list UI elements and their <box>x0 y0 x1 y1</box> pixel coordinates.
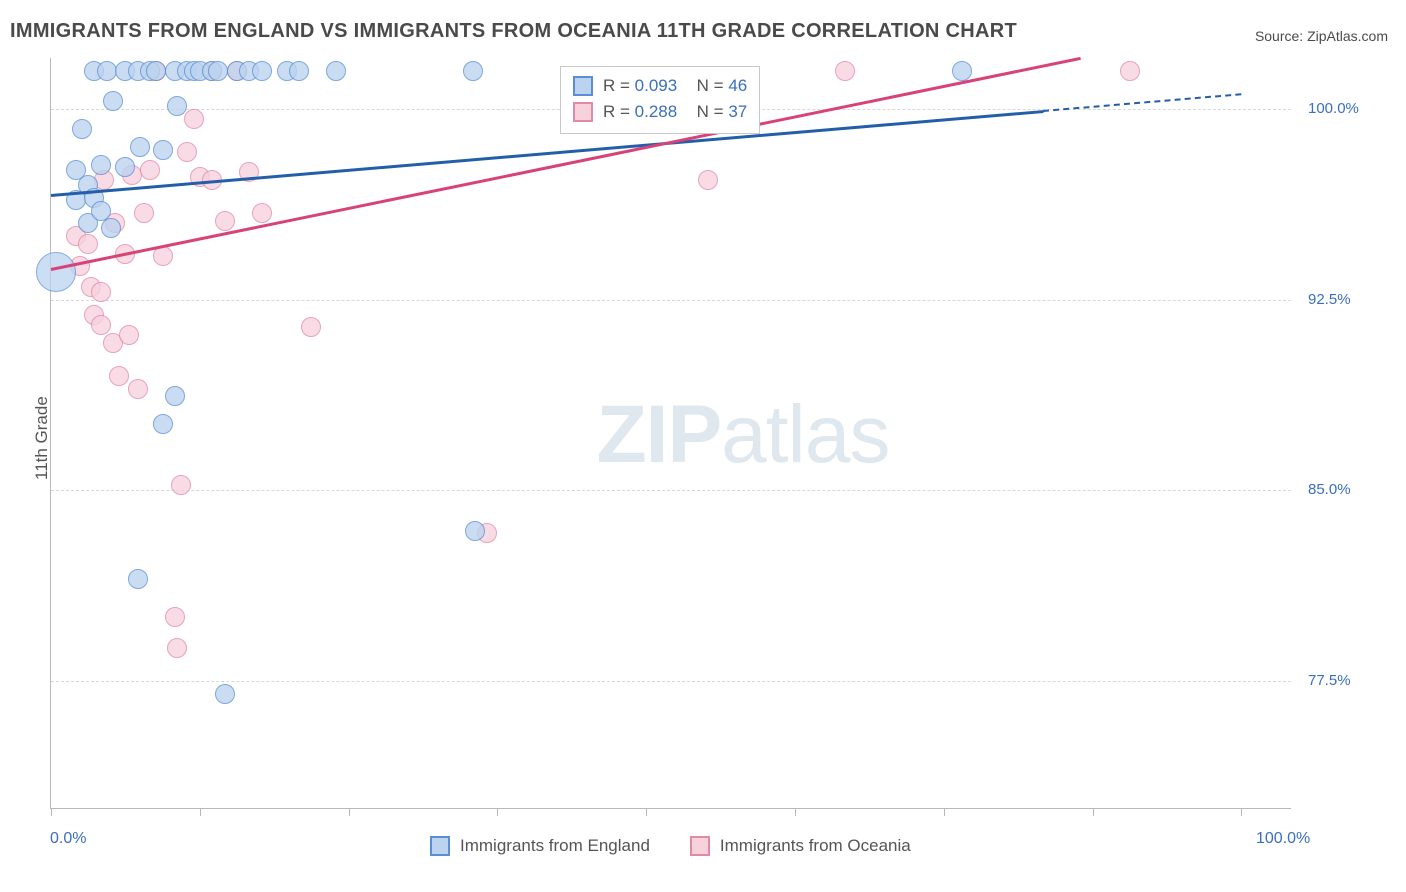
x-tick <box>1241 808 1242 816</box>
y-axis-label: 11th Grade <box>32 396 52 480</box>
series-legend-item: Immigrants from Oceania <box>690 833 911 859</box>
data-point <box>109 366 129 386</box>
legend-row: R = 0.288 N = 37 <box>573 99 747 125</box>
data-point <box>952 61 972 81</box>
series-legend: Immigrants from England Immigrants from O… <box>430 833 911 859</box>
source-label: Source: ZipAtlas.com <box>1255 28 1388 44</box>
x-tick <box>349 808 350 816</box>
legend-swatch <box>690 836 710 856</box>
gridline-label: 77.5% <box>1308 672 1351 689</box>
data-point <box>140 160 160 180</box>
gridline-label: 100.0% <box>1308 100 1359 117</box>
data-point <box>252 203 272 223</box>
legend-swatch <box>430 836 450 856</box>
x-tick <box>497 808 498 816</box>
data-point <box>78 234 98 254</box>
legend-swatch <box>573 102 593 122</box>
data-point <box>167 638 187 658</box>
legend-swatch <box>573 76 593 96</box>
data-point <box>208 61 228 81</box>
x-tick <box>1093 808 1094 816</box>
x-tick <box>646 808 647 816</box>
data-point <box>835 61 855 81</box>
chart-title: IMMIGRANTS FROM ENGLAND VS IMMIGRANTS FR… <box>10 20 1017 43</box>
data-point <box>153 414 173 434</box>
data-point <box>130 137 150 157</box>
data-point <box>134 203 154 223</box>
series-name: Immigrants from Oceania <box>720 833 911 859</box>
x-axis-min-label: 0.0% <box>50 830 86 848</box>
correlation-legend: R = 0.093 N = 46 R = 0.288 N = 37 <box>560 66 760 134</box>
data-point <box>289 61 309 81</box>
data-point <box>215 211 235 231</box>
legend-R-label: R = 0.288 <box>603 99 677 125</box>
legend-N-label: N = 46 <box>687 73 747 99</box>
gridline <box>51 490 1291 491</box>
gridline <box>51 300 1291 301</box>
data-point <box>165 607 185 627</box>
x-axis-max-label: 100.0% <box>1256 830 1310 848</box>
x-tick <box>51 808 52 816</box>
data-point <box>97 61 117 81</box>
plot-area: ZIPatlas <box>50 58 1291 809</box>
data-point <box>91 315 111 335</box>
legend-R-label: R = 0.093 <box>603 73 677 99</box>
data-point <box>326 61 346 81</box>
data-point <box>146 61 166 81</box>
data-point <box>698 170 718 190</box>
legend-row: R = 0.093 N = 46 <box>573 73 747 99</box>
data-point-large <box>36 252 76 292</box>
data-point <box>171 475 191 495</box>
data-point <box>128 569 148 589</box>
data-point <box>215 684 235 704</box>
gridline-label: 85.0% <box>1308 481 1351 498</box>
data-point <box>252 61 272 81</box>
data-point <box>465 521 485 541</box>
x-tick <box>944 808 945 816</box>
data-point <box>72 119 92 139</box>
data-point <box>101 218 121 238</box>
series-legend-item: Immigrants from England <box>430 833 650 859</box>
data-point <box>91 155 111 175</box>
gridline-label: 92.5% <box>1308 291 1351 308</box>
data-point <box>463 61 483 81</box>
data-point <box>184 109 204 129</box>
data-point <box>153 140 173 160</box>
x-tick <box>795 808 796 816</box>
chart-container: IMMIGRANTS FROM ENGLAND VS IMMIGRANTS FR… <box>0 0 1406 892</box>
data-point <box>119 325 139 345</box>
data-point <box>91 282 111 302</box>
data-point <box>301 317 321 337</box>
data-point <box>1120 61 1140 81</box>
data-point <box>177 142 197 162</box>
watermark: ZIPatlas <box>597 388 890 482</box>
data-point <box>165 386 185 406</box>
gridline <box>51 681 1291 682</box>
x-tick <box>200 808 201 816</box>
data-point <box>128 379 148 399</box>
legend-N-label: N = 37 <box>687 99 747 125</box>
series-name: Immigrants from England <box>460 833 650 859</box>
